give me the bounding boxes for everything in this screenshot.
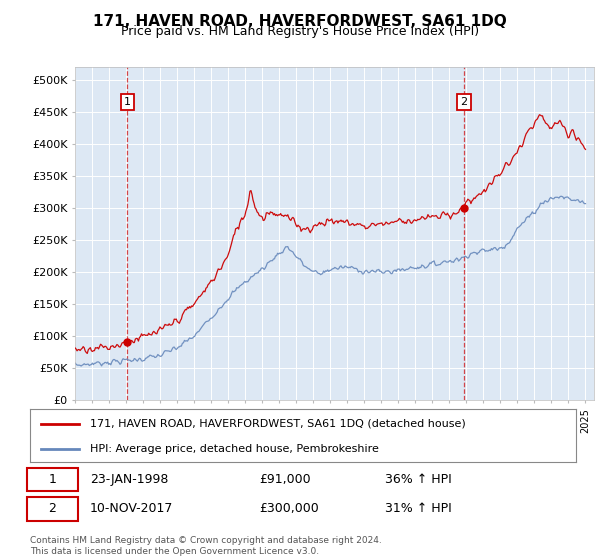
Text: £300,000: £300,000	[259, 502, 319, 515]
FancyBboxPatch shape	[27, 497, 77, 521]
Text: 36% ↑ HPI: 36% ↑ HPI	[385, 473, 452, 486]
Text: 23-JAN-1998: 23-JAN-1998	[90, 473, 169, 486]
Text: 1: 1	[124, 97, 131, 107]
Text: Contains HM Land Registry data © Crown copyright and database right 2024.
This d: Contains HM Land Registry data © Crown c…	[30, 536, 382, 556]
Text: 10-NOV-2017: 10-NOV-2017	[90, 502, 173, 515]
Text: 171, HAVEN ROAD, HAVERFORDWEST, SA61 1DQ (detached house): 171, HAVEN ROAD, HAVERFORDWEST, SA61 1DQ…	[90, 419, 466, 429]
Text: 2: 2	[49, 502, 56, 515]
Text: 31% ↑ HPI: 31% ↑ HPI	[385, 502, 452, 515]
Text: 2: 2	[460, 97, 467, 107]
Text: 171, HAVEN ROAD, HAVERFORDWEST, SA61 1DQ: 171, HAVEN ROAD, HAVERFORDWEST, SA61 1DQ	[93, 14, 507, 29]
Text: Price paid vs. HM Land Registry's House Price Index (HPI): Price paid vs. HM Land Registry's House …	[121, 25, 479, 38]
Text: 1: 1	[49, 473, 56, 486]
FancyBboxPatch shape	[27, 468, 77, 491]
Text: HPI: Average price, detached house, Pembrokeshire: HPI: Average price, detached house, Pemb…	[90, 444, 379, 454]
Text: £91,000: £91,000	[259, 473, 311, 486]
